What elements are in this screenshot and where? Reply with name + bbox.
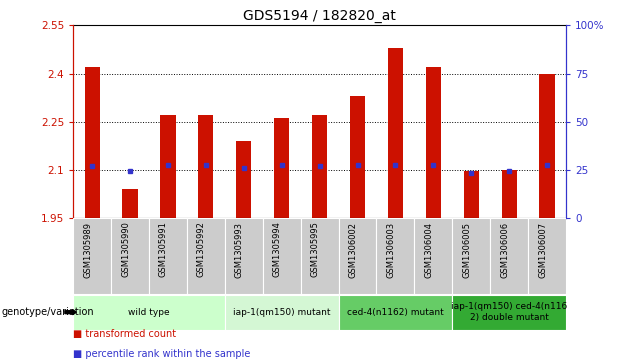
Bar bbox=[225, 295, 338, 330]
Text: GSM1306005: GSM1306005 bbox=[462, 221, 471, 278]
Text: GSM1305993: GSM1305993 bbox=[235, 221, 244, 278]
Text: GSM1306002: GSM1306002 bbox=[349, 221, 357, 278]
Bar bbox=[338, 218, 377, 294]
Bar bbox=[312, 115, 327, 218]
Bar bbox=[528, 218, 566, 294]
Text: ced-4(n1162) mutant: ced-4(n1162) mutant bbox=[347, 308, 444, 317]
Bar bbox=[111, 218, 149, 294]
Text: GSM1305994: GSM1305994 bbox=[273, 221, 282, 277]
Bar bbox=[160, 115, 176, 218]
Bar bbox=[187, 218, 225, 294]
Bar bbox=[452, 218, 490, 294]
Text: GSM1306003: GSM1306003 bbox=[387, 221, 396, 278]
Bar bbox=[73, 295, 225, 330]
Bar bbox=[425, 67, 441, 218]
Bar bbox=[338, 295, 452, 330]
Bar bbox=[452, 295, 566, 330]
Bar bbox=[539, 73, 555, 218]
Bar bbox=[502, 170, 517, 218]
Bar bbox=[377, 218, 415, 294]
Text: GSM1306007: GSM1306007 bbox=[538, 221, 547, 278]
Bar bbox=[263, 218, 301, 294]
Bar bbox=[464, 171, 479, 218]
Title: GDS5194 / 182820_at: GDS5194 / 182820_at bbox=[243, 9, 396, 23]
Bar bbox=[301, 218, 338, 294]
Bar bbox=[415, 218, 452, 294]
Text: iap-1(qm150) ced-4(n116
2) double mutant: iap-1(qm150) ced-4(n116 2) double mutant bbox=[451, 302, 567, 322]
Bar bbox=[149, 218, 187, 294]
Bar bbox=[274, 118, 289, 218]
Text: GSM1305991: GSM1305991 bbox=[159, 221, 168, 277]
Text: wild type: wild type bbox=[128, 308, 170, 317]
Text: ■ percentile rank within the sample: ■ percentile rank within the sample bbox=[73, 349, 251, 359]
Bar bbox=[225, 218, 263, 294]
Text: GSM1306004: GSM1306004 bbox=[424, 221, 433, 278]
Bar bbox=[236, 141, 251, 218]
Text: GSM1305995: GSM1305995 bbox=[310, 221, 320, 277]
Text: genotype/variation: genotype/variation bbox=[1, 307, 94, 317]
Bar bbox=[73, 218, 111, 294]
Text: GSM1305989: GSM1305989 bbox=[83, 221, 92, 278]
Bar bbox=[350, 96, 365, 218]
Text: iap-1(qm150) mutant: iap-1(qm150) mutant bbox=[233, 308, 331, 317]
Bar bbox=[388, 48, 403, 218]
Bar bbox=[198, 115, 214, 218]
Text: ■ transformed count: ■ transformed count bbox=[73, 329, 176, 339]
Bar bbox=[490, 218, 528, 294]
Text: GSM1305990: GSM1305990 bbox=[121, 221, 130, 277]
Bar bbox=[123, 189, 137, 218]
Text: GSM1305992: GSM1305992 bbox=[197, 221, 206, 277]
Bar bbox=[85, 67, 100, 218]
Text: GSM1306006: GSM1306006 bbox=[500, 221, 509, 278]
